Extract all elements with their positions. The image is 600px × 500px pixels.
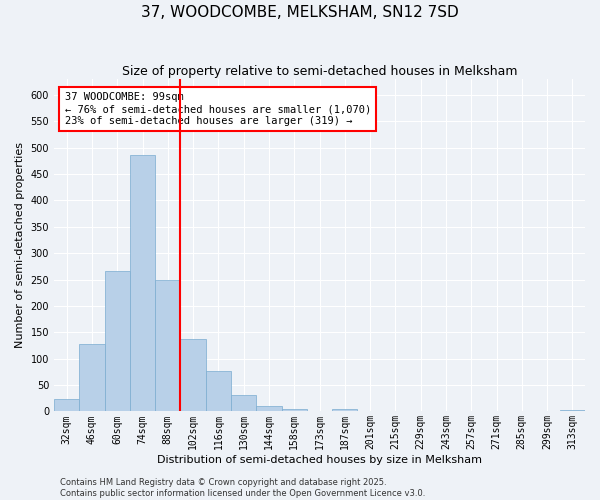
Bar (560, 410, 585, 412)
Bar (231, 394, 256, 411)
Bar (181, 339, 206, 411)
Text: 37 WOODCOMBE: 99sqm
← 76% of semi-detached houses are smaller (1,070)
23% of sem: 37 WOODCOMBE: 99sqm ← 76% of semi-detach… (65, 92, 371, 126)
Bar (104, 270, 130, 412)
X-axis label: Distribution of semi-detached houses by size in Melksham: Distribution of semi-detached houses by … (157, 455, 482, 465)
Bar (281, 410, 307, 412)
Bar (130, 154, 155, 412)
Bar (54, 400, 79, 411)
Bar (256, 406, 281, 411)
Y-axis label: Number of semi-detached properties: Number of semi-detached properties (15, 142, 25, 348)
Bar (332, 409, 358, 412)
Bar (155, 280, 181, 411)
Title: Size of property relative to semi-detached houses in Melksham: Size of property relative to semi-detach… (122, 65, 517, 78)
Bar (79, 344, 104, 412)
Text: Contains HM Land Registry data © Crown copyright and database right 2025.
Contai: Contains HM Land Registry data © Crown c… (60, 478, 425, 498)
Bar (206, 371, 231, 412)
Text: 37, WOODCOMBE, MELKSHAM, SN12 7SD: 37, WOODCOMBE, MELKSHAM, SN12 7SD (141, 5, 459, 20)
